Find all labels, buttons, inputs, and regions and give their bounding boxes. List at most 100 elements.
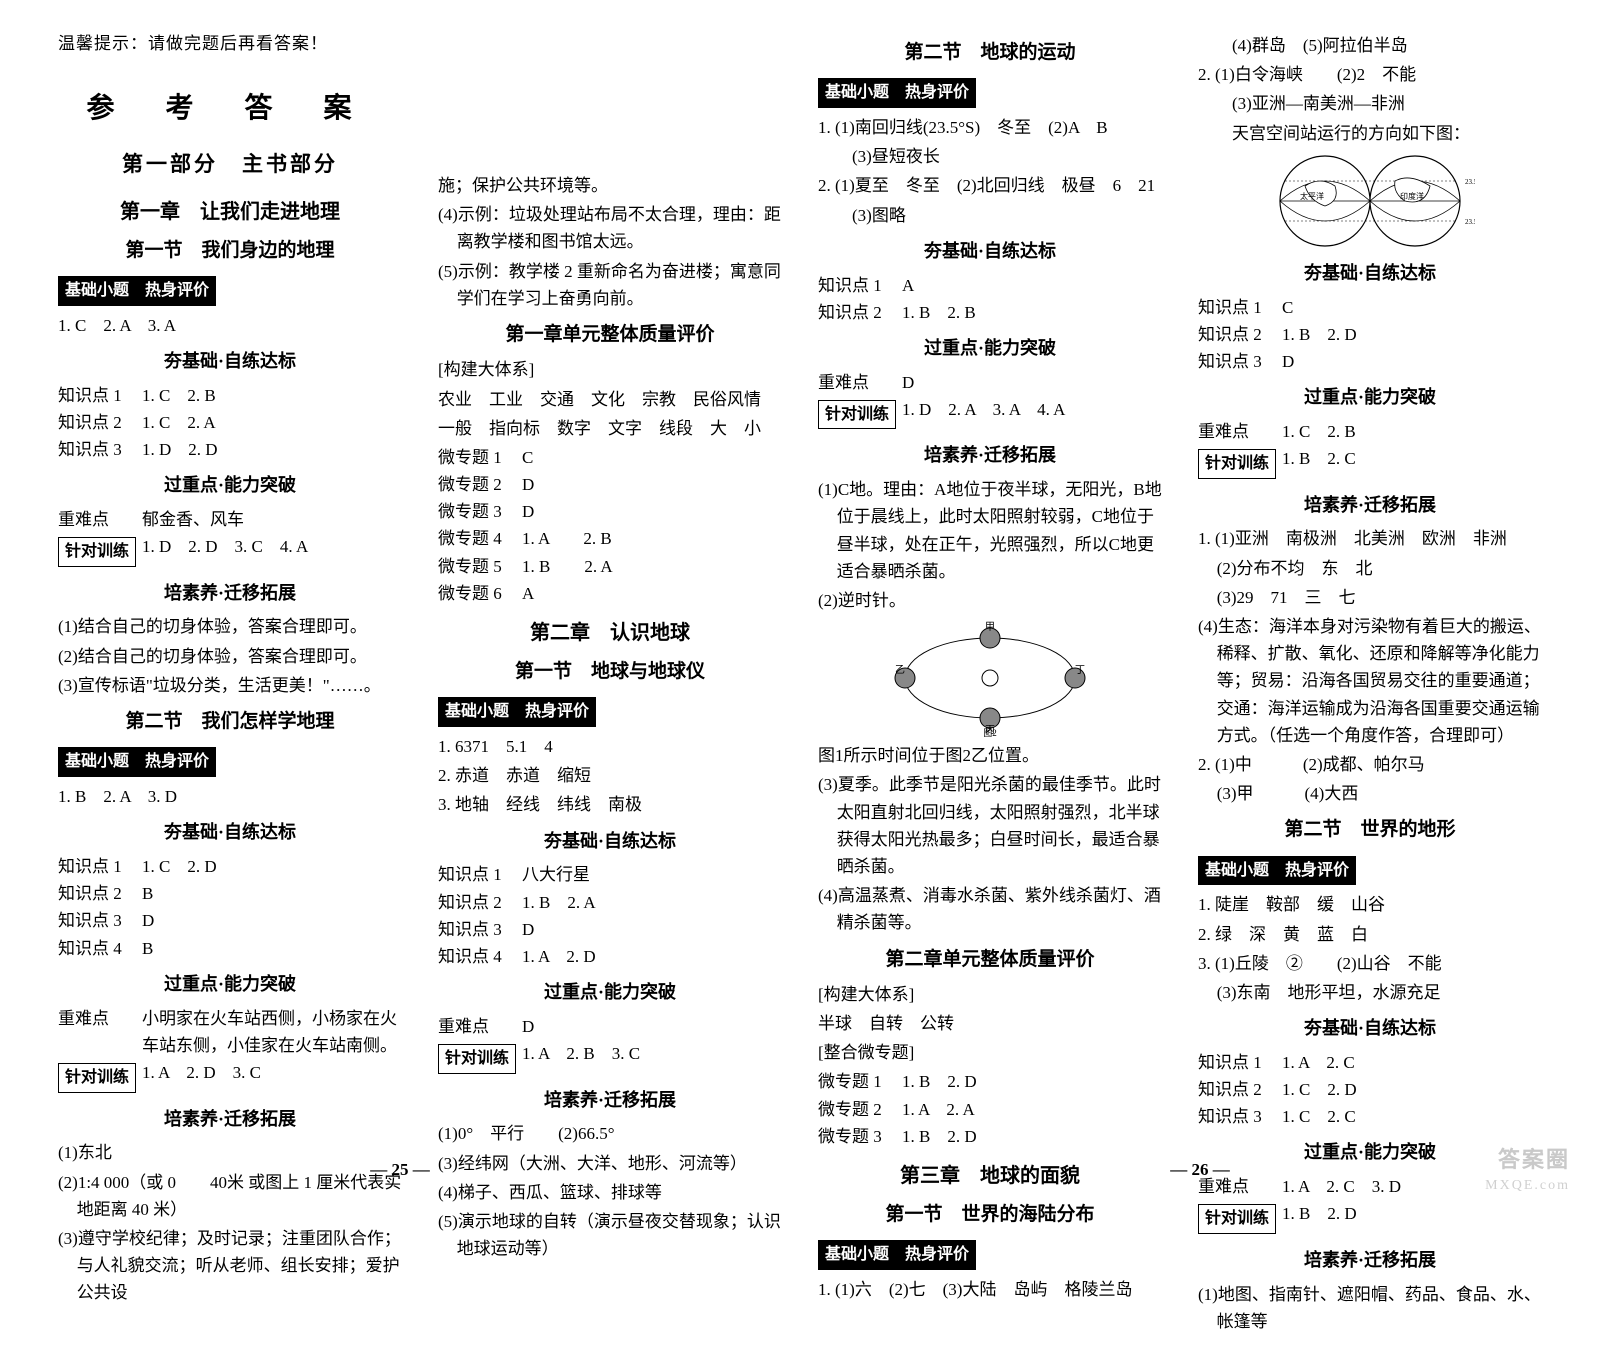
kp-val: B — [142, 935, 402, 962]
pill-base: 基础小题 热身评价 — [1198, 856, 1356, 886]
cont-line: (5)示例：教学楼 2 重新命名为奋进楼；寓意同学们在学习上奋勇向前。 — [438, 258, 782, 312]
build-label: [整合微专题] — [818, 1039, 1162, 1066]
kp-val: 1. D 2. D — [142, 436, 402, 463]
kp-label: 知识点 2 — [58, 409, 142, 436]
page: 温馨提示：请做完题后再看答案！ 参 考 答 案 第一部分 主书部分 第一章 让我… — [0, 0, 1600, 1347]
sub-focus: 过重点·能力突破 — [58, 970, 402, 999]
section-1-2: 第二节 我们怎样学地理 — [58, 707, 402, 737]
answers: 2. (1)夏至 冬至 (2)北回归线 极昼 6 21 — [818, 172, 1162, 199]
kp-label: 知识点 2 — [1198, 1076, 1282, 1103]
ext-line: (3)遵守学校纪律；及时记录；注重团队合作；与人礼貌交流；听从老师、组长安排；爱… — [58, 1225, 402, 1307]
kp-val: 1. B 2. A — [522, 889, 782, 916]
build-label: [构建大体系] — [818, 981, 1162, 1008]
answers: 1. 6371 5.1 4 — [438, 733, 782, 760]
ext-line: 2. (1)中 (2)成都、帕尔马 — [1198, 751, 1542, 778]
sub-consolidate: 夯基础·自练达标 — [438, 827, 782, 856]
pill-train: 针对训练 — [1198, 449, 1276, 479]
sub-ext: 培素养·迁移拓展 — [1198, 1246, 1542, 1275]
globe-map-icon: 太平洋 印度洋 23.5°N 23.5°S — [1265, 151, 1475, 251]
ext-line: (1)C地。理由：A地位于夜半球，无阳光，B地位于晨线上，此时太阳照射较弱，C地… — [818, 476, 1162, 585]
sub-consolidate: 夯基础·自练达标 — [818, 237, 1162, 266]
svg-text:23.5°N: 23.5°N — [1465, 178, 1475, 186]
ext-line: (1)地图、指南针、遮阳帽、药品、食品、水、帐篷等 — [1198, 1281, 1542, 1335]
svg-text:太平洋: 太平洋 — [1300, 191, 1324, 201]
pill-base: 基础小题 热身评价 — [818, 78, 976, 108]
micro-label: 微专题 2 — [438, 471, 522, 498]
svg-text:印度洋: 印度洋 — [1400, 191, 1424, 201]
main-title: 参 考 答 案 — [58, 87, 402, 132]
section-3-1: 第一节 世界的海陆分布 — [818, 1200, 1162, 1230]
kp-label: 知识点 2 — [1198, 321, 1282, 348]
micro-label: 微专题 1 — [438, 444, 522, 471]
hard-label: 重难点 — [818, 369, 902, 396]
hard-val: 1. C 2. B — [1282, 418, 1542, 445]
kp-val: 八大行星 — [522, 861, 782, 888]
section-2-2: 第二节 地球的运动 — [818, 38, 1162, 68]
kp-val: D — [142, 907, 402, 934]
sub-ext: 培素养·迁移拓展 — [438, 1086, 782, 1115]
answers: 3. (1)丘陵 ② (2)山谷 不能 — [1198, 950, 1542, 977]
column-1: 温馨提示：请做完题后再看答案！ 参 考 答 案 第一部分 主书部分 第一章 让我… — [40, 30, 420, 1337]
kp-label: 知识点 1 — [58, 853, 142, 880]
train-val: 1. A 2. D 3. C — [142, 1059, 402, 1097]
ext-line: (4)生态：海洋本身对污染物有着巨大的搬运、稀释、扩散、氧化、还原和降解等净化能… — [1198, 613, 1542, 749]
build-line: 农业 工业 交通 文化 宗教 民俗风情 — [438, 386, 782, 413]
chapter-2: 第二章 认识地球 — [438, 617, 782, 649]
kp-val: 1. C 2. D — [1282, 1076, 1542, 1103]
micro-label: 微专题 6 — [438, 580, 522, 607]
section-1-1: 第一节 我们身边的地理 — [58, 236, 402, 266]
ext-line: (4)高温蒸煮、消毒水杀菌、紫外线杀菌灯、酒精杀菌等。 — [818, 882, 1162, 936]
answers: 1. (1)六 (2)七 (3)大陆 岛屿 格陵兰岛 — [818, 1276, 1162, 1303]
section-2-1: 第一节 地球与地球仪 — [438, 657, 782, 687]
kp-label: 知识点 1 — [1198, 294, 1282, 321]
kp-val: 1. C 2. B — [142, 382, 402, 409]
micro-val: 1. B 2. D — [902, 1068, 1162, 1095]
kp-label: 知识点 1 — [818, 272, 902, 299]
ext-line: (2)结合自己的切身体验，答案合理即可。 — [58, 643, 402, 670]
sub-consolidate: 夯基础·自练达标 — [1198, 259, 1542, 288]
micro-val: 1. B 2. A — [522, 553, 782, 580]
pill-train: 针对训练 — [438, 1044, 516, 1074]
sub-focus: 过重点·能力突破 — [818, 334, 1162, 363]
micro-label: 微专题 4 — [438, 525, 522, 552]
hard-label: 重难点 — [58, 506, 142, 533]
kp-val: 1. C 2. A — [142, 409, 402, 436]
orbit-diagram-icon: 甲 丁 丙 乙 图2 — [890, 618, 1090, 738]
answers: 2. 赤道 赤道 缩短 — [438, 762, 782, 789]
kp-val: 1. A 2. C — [1282, 1049, 1542, 1076]
cont-line: 天宫空间站运行的方向如下图： — [1198, 120, 1542, 147]
train-val: 1. B 2. D — [1282, 1200, 1542, 1238]
page-number-right: — 26 — — [800, 1156, 1600, 1183]
kp-label: 知识点 2 — [58, 880, 142, 907]
unit2-eval: 第二章单元整体质量评价 — [818, 945, 1162, 975]
answers: 3. 地轴 经线 纬线 南极 — [438, 791, 782, 818]
kp-label: 知识点 3 — [438, 916, 522, 943]
kp-label: 知识点 3 — [1198, 1103, 1282, 1130]
ext-line: (2)逆时针。 — [818, 587, 1162, 614]
svg-text:乙: 乙 — [895, 664, 905, 676]
ext-line: (3)宣传标语"垃圾分类，生活更美！"……。 — [58, 672, 402, 699]
sub-ext: 培素养·迁移拓展 — [58, 1105, 402, 1134]
micro-label: 微专题 3 — [438, 498, 522, 525]
answers: 1. B 2. A 3. D — [58, 783, 402, 810]
pill-base: 基础小题 热身评价 — [438, 697, 596, 727]
hard-label: 重难点 — [438, 1013, 522, 1040]
answers: 1. C 2. A 3. A — [58, 312, 402, 339]
micro-label: 微专题 5 — [438, 553, 522, 580]
ext-line: (5)演示地球的自转（演示昼夜交替现象；认识地球运动等） — [438, 1208, 782, 1262]
kp-label: 知识点 2 — [438, 889, 522, 916]
ext-line: 图1所示时间位于图2乙位置。 — [818, 742, 1162, 769]
train-val: 1. D 2. D 3. C 4. A — [142, 533, 402, 571]
micro-label: 微专题 2 — [818, 1096, 902, 1123]
sub-consolidate: 夯基础·自练达标 — [58, 818, 402, 847]
build-line: 一般 指向标 数字 文字 线段 大 小 — [438, 415, 782, 442]
hard-val: D — [902, 369, 1162, 396]
pill-train: 针对训练 — [1198, 1204, 1276, 1234]
answers: (3)昼短夜长 — [818, 143, 1162, 170]
hard-val: 小明家在火车站西侧，小杨家在火车站东侧，小佳家在火车站南侧。 — [142, 1005, 402, 1059]
kp-val: C — [1282, 294, 1542, 321]
watermark-sub: MXQE.com — [1485, 1175, 1570, 1197]
column-2: 施；保护公共环境等。 (4)示例：垃圾处理站布局不太合理，理由：距离教学楼和图书… — [420, 30, 800, 1337]
kp-label: 知识点 1 — [58, 382, 142, 409]
micro-label: 微专题 1 — [818, 1068, 902, 1095]
